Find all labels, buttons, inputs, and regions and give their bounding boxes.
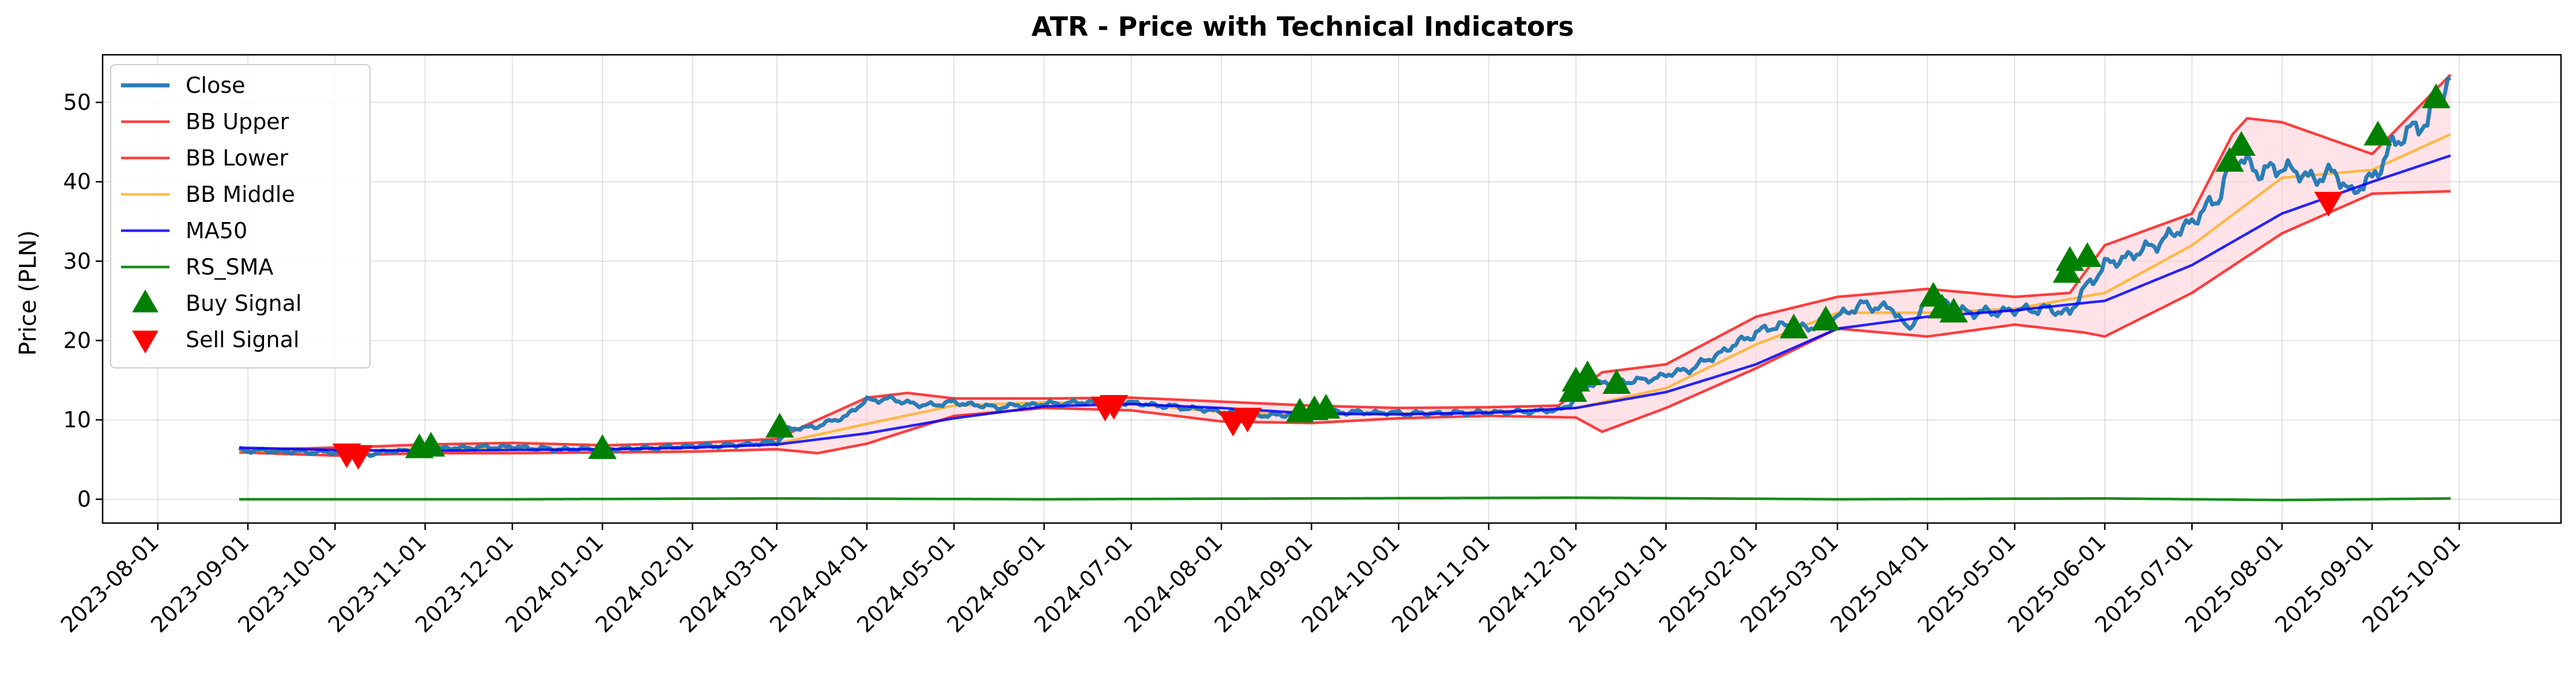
y-tick-label: 20 xyxy=(63,328,91,353)
buy-signal-marker xyxy=(2227,131,2256,156)
legend-label: Buy Signal xyxy=(186,291,301,316)
sell-signal-marker xyxy=(1233,408,1262,433)
legend-label: BB Middle xyxy=(186,182,295,207)
buy-signal-marker xyxy=(1562,367,1590,392)
y-axis-label: Price (PLN) xyxy=(15,230,42,356)
axes: 010203040502023-08-012023-09-012023-10-0… xyxy=(56,90,2465,638)
legend-label: RS_SMA xyxy=(186,254,273,280)
y-tick-label: 40 xyxy=(63,169,91,194)
buy-signal-marker xyxy=(1779,313,1808,339)
y-tick-label: 0 xyxy=(77,487,91,512)
buy-signal-marker xyxy=(2363,121,2393,146)
legend-label: MA50 xyxy=(186,218,247,243)
buy-signal-marker xyxy=(1811,306,1840,330)
legend-swatch-sell-signal xyxy=(132,330,159,354)
plot-area-frame xyxy=(101,54,2562,524)
legend-box xyxy=(110,64,371,369)
sell-signal-marker xyxy=(344,445,373,470)
series-line-close xyxy=(238,76,2451,458)
buy-signal-marker xyxy=(2215,146,2244,172)
buy-signal-marker xyxy=(2073,242,2102,267)
buy-signal-marker xyxy=(1573,360,1602,385)
legend-label: Close xyxy=(186,73,246,98)
legend-label: BB Upper xyxy=(186,109,289,134)
buy-signal-marker xyxy=(1311,393,1341,419)
legend-swatch-buy-signal xyxy=(132,289,159,313)
legend-label: Sell Signal xyxy=(186,327,299,352)
signal-markers xyxy=(332,83,2450,470)
buy-signal-marker xyxy=(588,434,617,459)
y-tick-label: 30 xyxy=(63,249,91,274)
chart-title: ATR - Price with Technical Indicators xyxy=(1031,11,1574,42)
legend: Close BB Upper BB Lower BB Middle MA50 RS_SMA… xyxy=(110,64,371,369)
buy-signal-marker xyxy=(416,431,446,457)
buy-signal-marker xyxy=(1602,369,1631,394)
y-tick-label: 10 xyxy=(63,407,91,433)
sell-signal-marker xyxy=(1099,395,1129,420)
sell-signal-marker xyxy=(2314,191,2343,217)
buy-signal-marker xyxy=(765,412,794,438)
legend-label: BB Lower xyxy=(186,145,288,171)
buy-signal-marker xyxy=(2422,83,2450,108)
series-line-rs-sma xyxy=(239,496,2451,502)
buy-signal-marker xyxy=(1939,298,1968,323)
y-tick-label: 50 xyxy=(63,90,91,115)
